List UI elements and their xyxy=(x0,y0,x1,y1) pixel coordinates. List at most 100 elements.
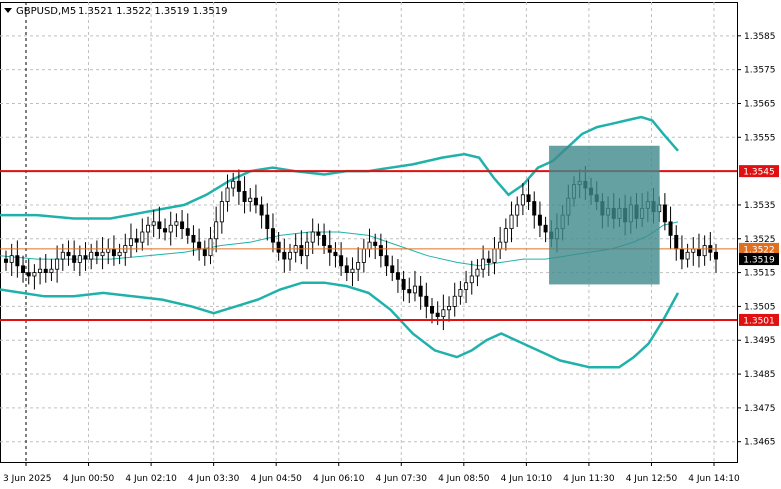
candle-body xyxy=(253,197,258,206)
level-price-label: 1.3501 xyxy=(743,316,775,326)
candle-body xyxy=(441,309,446,317)
candle-body xyxy=(111,248,116,257)
candle-body xyxy=(503,228,508,243)
candle-body xyxy=(674,234,679,250)
candle-body xyxy=(401,278,406,290)
candle-body xyxy=(231,180,236,189)
candle-body xyxy=(43,268,48,273)
candle-body xyxy=(214,221,219,240)
candle-body xyxy=(163,228,168,233)
candle-body xyxy=(310,231,315,243)
candle-body xyxy=(702,245,707,257)
x-tick-label: 4 Jun 10:10 xyxy=(501,474,553,484)
candle-body xyxy=(299,245,304,257)
candle-body xyxy=(373,241,378,246)
level-price-tag xyxy=(739,313,779,326)
candle-body xyxy=(333,251,338,257)
candle-body xyxy=(55,258,60,270)
candle-body xyxy=(662,204,667,223)
candle-body xyxy=(9,255,14,263)
candle-body xyxy=(174,221,179,226)
candle-body xyxy=(685,251,690,260)
candle-body xyxy=(418,285,423,297)
candle-body xyxy=(714,251,719,260)
candle-body xyxy=(265,214,270,230)
level-price-label: 1.3545 xyxy=(743,168,775,178)
ohlc-values: 1.3521 1.3522 1.3519 1.3519 xyxy=(78,6,228,17)
candle-body xyxy=(412,285,417,294)
x-tick-label: 4 Jun 06:10 xyxy=(313,474,365,484)
candle-body xyxy=(407,289,412,294)
candle-body xyxy=(498,241,503,250)
candle-body xyxy=(157,221,162,230)
candle-body xyxy=(140,231,145,243)
candle-body xyxy=(145,224,150,233)
x-tick-label: 4 Jun 04:50 xyxy=(250,474,302,484)
y-tick-label: 1.3585 xyxy=(744,32,776,42)
y-tick-label: 1.3485 xyxy=(744,370,776,380)
candle-body xyxy=(543,224,548,233)
candle-body xyxy=(435,312,440,317)
candle-body xyxy=(60,251,65,260)
candle-body xyxy=(696,248,701,257)
candle-body xyxy=(49,268,54,273)
candle-body xyxy=(481,258,486,270)
candle-body xyxy=(390,265,395,273)
candle-body xyxy=(66,251,71,257)
x-tick-label: 4 Jun 00:50 xyxy=(63,474,115,484)
collapse-triangle-icon[interactable] xyxy=(4,8,12,13)
candle-body xyxy=(526,194,531,202)
candle-body xyxy=(384,255,389,267)
x-tick-label: 4 Jun 12:50 xyxy=(626,474,678,484)
last-price-label: 1.3519 xyxy=(743,256,775,266)
candle-body xyxy=(72,255,77,263)
x-tick-label: 4 Jun 02:10 xyxy=(125,474,177,484)
candle-body xyxy=(4,258,9,263)
candle-body xyxy=(395,272,400,280)
y-tick-label: 1.3555 xyxy=(744,133,776,143)
candle-body xyxy=(447,306,452,311)
candle-body xyxy=(475,268,480,277)
candle-body xyxy=(94,251,99,257)
candle-body xyxy=(492,248,497,263)
candle-body xyxy=(361,248,366,263)
bid-price-label: 1.3522 xyxy=(743,245,775,255)
candle-body xyxy=(282,251,287,260)
candle-body xyxy=(668,221,673,236)
candle-body xyxy=(38,268,43,273)
candle-body xyxy=(128,238,133,246)
highlight-box[interactable] xyxy=(549,145,660,285)
candle-body xyxy=(32,272,37,277)
candle-body xyxy=(100,251,105,257)
y-tick-label: 1.3505 xyxy=(744,302,776,312)
candle-body xyxy=(532,201,537,216)
candle-body xyxy=(26,272,31,277)
candle-body xyxy=(83,255,88,260)
candle-body xyxy=(197,241,202,250)
candle-body xyxy=(509,214,514,230)
candle-body xyxy=(185,228,190,236)
plot-frame xyxy=(0,2,738,463)
candle-body xyxy=(89,251,94,260)
lower-band-line xyxy=(0,281,680,369)
candle-body xyxy=(117,251,122,257)
candle-body xyxy=(15,255,20,267)
candle-body xyxy=(429,306,434,314)
y-tick-label: 1.3515 xyxy=(744,269,776,279)
candle-body xyxy=(520,194,525,206)
candle-body xyxy=(180,221,185,230)
y-tick-label: 1.3535 xyxy=(744,201,776,211)
candle-body xyxy=(679,248,684,260)
y-tick-label: 1.3525 xyxy=(744,235,776,245)
y-tick-label: 1.3495 xyxy=(744,336,776,346)
candle-body xyxy=(202,248,207,257)
candle-body xyxy=(77,255,82,263)
candle-body xyxy=(219,201,224,223)
y-tick-label: 1.3465 xyxy=(744,438,776,448)
candle-body xyxy=(356,262,361,270)
candle-body xyxy=(242,191,247,202)
candle-body xyxy=(248,197,253,202)
y-tick-label: 1.3565 xyxy=(744,99,776,109)
x-tick-label: 4 Jun 11:30 xyxy=(563,474,615,484)
